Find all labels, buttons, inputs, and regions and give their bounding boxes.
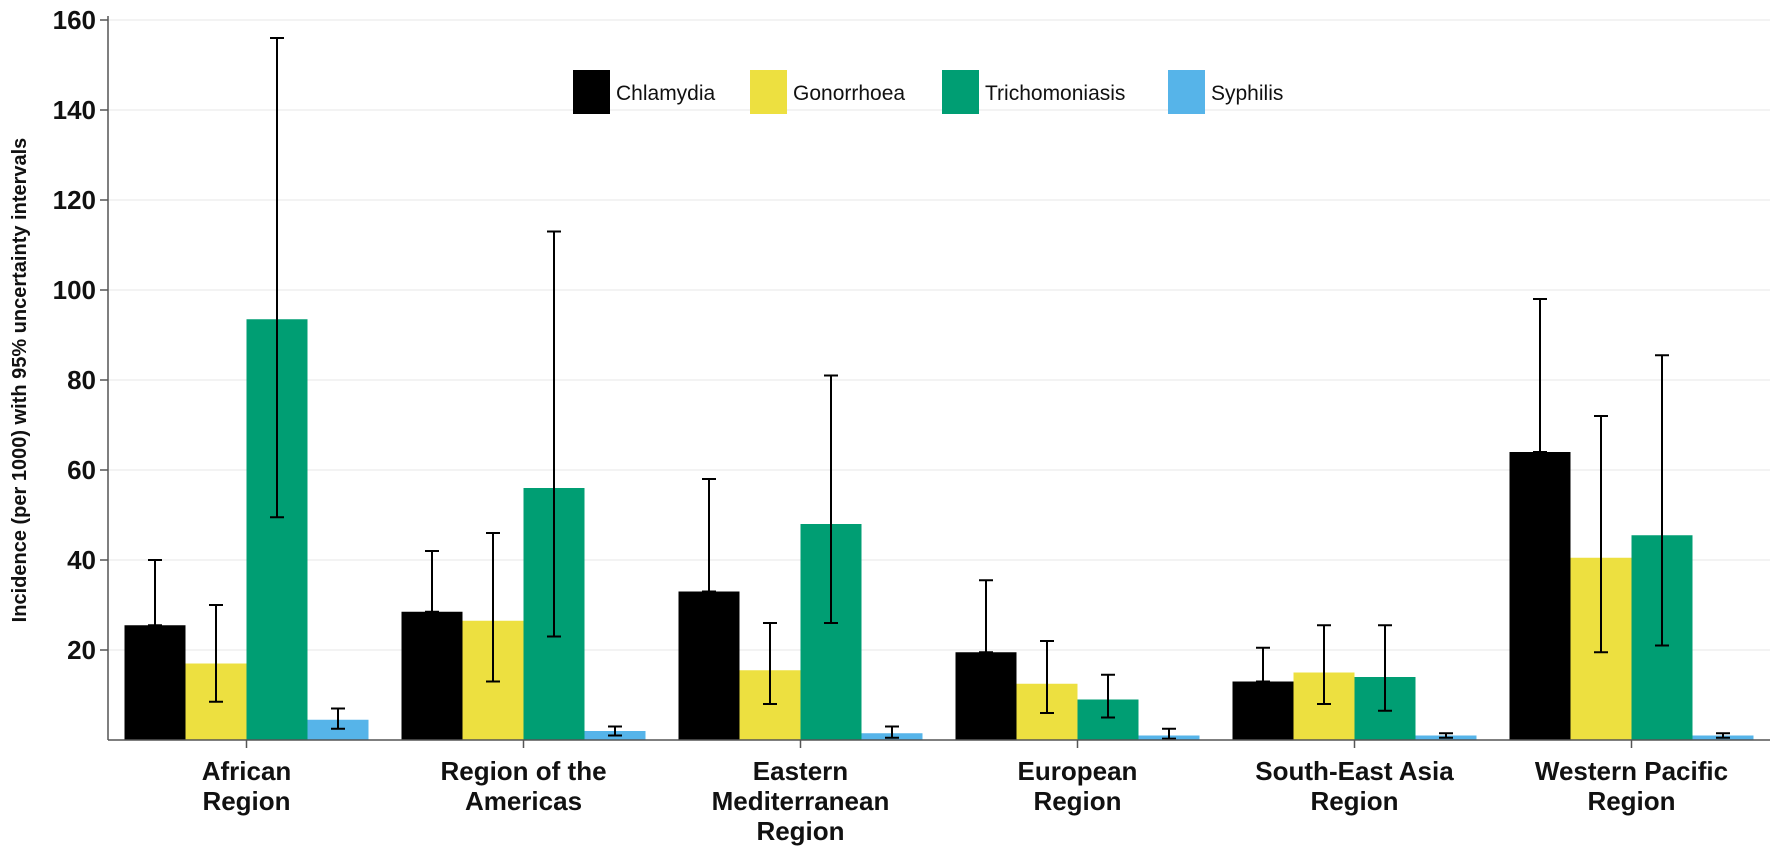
bar (1509, 452, 1571, 740)
x-tick-label: Eastern (753, 756, 848, 786)
y-tick-label: 160 (53, 5, 96, 35)
x-tick-label: Western Pacific (1535, 756, 1728, 786)
y-tick-label: 100 (53, 275, 96, 305)
legend-swatch (1168, 70, 1205, 114)
legend-swatch (942, 70, 979, 114)
y-axis-title: Incidence (per 1000) with 95% uncertaint… (9, 138, 31, 623)
x-tick-label: Region (1310, 786, 1398, 816)
y-tick-label: 60 (67, 455, 96, 485)
axes (107, 16, 1770, 741)
y-tick-labels: 20 40 60 80 100 120 140 160 (53, 5, 108, 665)
bars (124, 319, 1754, 740)
x-tick-label: Mediterranean (712, 786, 890, 816)
legend-label: Trichomoniasis (985, 82, 1125, 105)
bar (401, 611, 463, 740)
legend-swatch (750, 70, 787, 114)
legend-label: Chlamydia (616, 82, 716, 105)
legend-label: Syphilis (1211, 82, 1283, 105)
x-tick-label: South-East Asia (1255, 756, 1454, 786)
grid-lines (108, 19, 1770, 651)
x-tick-label: Region (202, 786, 290, 816)
bar (678, 591, 740, 740)
bar (1232, 681, 1294, 740)
x-tick-label: European (1018, 756, 1138, 786)
legend-swatch (573, 70, 610, 114)
bar (955, 652, 1017, 740)
bar (124, 625, 186, 740)
y-tick-label: 80 (67, 365, 96, 395)
error-bars (148, 37, 1730, 740)
x-tick-label: African (202, 756, 292, 786)
x-tick-label: Region (756, 816, 844, 846)
y-tick-label: 40 (67, 545, 96, 575)
y-tick-label: 140 (53, 95, 96, 125)
y-tick-label: 20 (67, 635, 96, 665)
x-tick-label: Americas (465, 786, 582, 816)
x-tick-label: Region (1587, 786, 1675, 816)
legend: Chlamydia Gonorrhoea Trichomoniasis Syphili… (573, 70, 1283, 114)
y-tick-label: 120 (53, 185, 96, 215)
bar (307, 719, 369, 740)
x-tick-label: Region (1033, 786, 1121, 816)
x-tick-label: Region of the (440, 756, 606, 786)
legend-label: Gonorrhoea (793, 82, 905, 105)
